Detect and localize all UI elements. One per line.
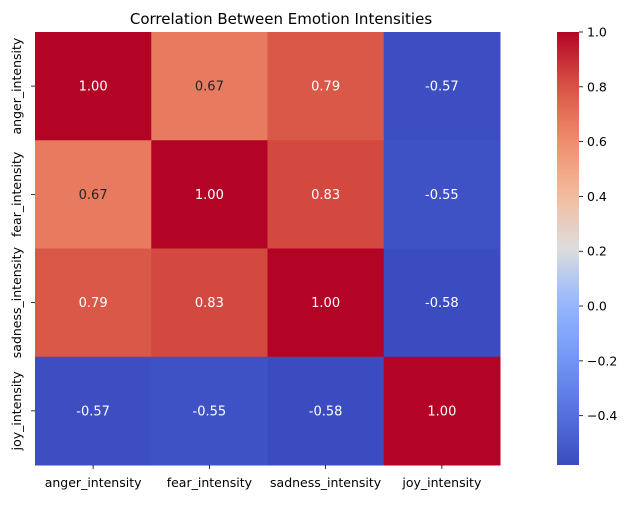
cell-value-label: -0.57: [76, 404, 110, 419]
y-tick-label: sadness_intensity: [9, 246, 24, 358]
colorbar-tick-label: −0.4: [587, 408, 617, 423]
heatmap-cell: [267, 248, 385, 358]
cell-value-label: 0.67: [79, 188, 108, 203]
cell-value-label: -0.58: [425, 296, 459, 311]
y-tick-label: fear_intensity: [9, 151, 24, 237]
heatmap-cell: [383, 356, 501, 466]
colorbar-tick-label: 1.0: [587, 25, 607, 40]
heatmap-cell: [35, 140, 152, 249]
heatmap-cell: [383, 140, 501, 249]
heatmap-cell: [35, 248, 152, 358]
heatmap-cell: [267, 140, 385, 249]
colorbar: 1.0 0.8 0.6 0.4 0.2 0.0 −0.2 −0.4: [557, 25, 617, 465]
cell-value-label: 0.79: [79, 296, 108, 311]
colorbar-tick-label: 0.2: [587, 244, 607, 259]
colorbar-tick-label: 0.6: [587, 134, 607, 149]
chart-title: Correlation Between Emotion Intensities: [130, 10, 432, 28]
heatmap-cell: [151, 248, 268, 358]
heatmap-cells: 1.00 0.67 0.79 -0.57 0.67 1.00 0.83 -0.55 0.79 0.…: [35, 32, 501, 466]
heatmap-cell: [151, 32, 268, 141]
x-tick-label: sadness_intensity: [270, 475, 382, 490]
y-axis: anger_intensity fear_intensity sadness_int…: [9, 37, 35, 451]
y-tick-label: anger_intensity: [9, 37, 24, 134]
cell-value-label: 0.83: [311, 188, 340, 203]
cell-value-label: -0.55: [193, 404, 227, 419]
heatmap-cell: [35, 356, 152, 466]
x-tick-label: joy_intensity: [401, 475, 482, 490]
heatmap-cell: [383, 32, 501, 141]
heatmap-cell: [267, 356, 385, 466]
heatmap-cell: [35, 32, 152, 141]
cell-value-label: -0.55: [425, 188, 459, 203]
cell-value-label: 0.83: [195, 296, 224, 311]
x-tick-label: anger_intensity: [45, 475, 142, 490]
colorbar-tick-label: 0.0: [587, 299, 607, 314]
heatmap-cell: [383, 248, 501, 358]
cell-value-label: -0.57: [425, 80, 459, 95]
colorbar-tick-label: 0.4: [587, 189, 607, 204]
y-tick-label: joy_intensity: [9, 371, 24, 452]
cell-value-label: 1.00: [79, 80, 108, 95]
colorbar-tick-label: −0.2: [587, 353, 617, 368]
heatmap-cell: [267, 32, 385, 141]
colorbar-gradient: [557, 32, 579, 465]
cell-value-label: 1.00: [427, 404, 456, 419]
heatmap-cell: [151, 356, 268, 466]
heatmap-cell: [151, 140, 268, 249]
cell-value-label: 0.67: [195, 80, 224, 95]
cell-value-label: 0.79: [311, 80, 340, 95]
colorbar-tick-label: 0.8: [587, 79, 607, 94]
x-tick-label: fear_intensity: [167, 475, 253, 490]
cell-value-label: -0.58: [309, 404, 343, 419]
x-axis: anger_intensity fear_intensity sadness_int…: [45, 465, 482, 490]
cell-value-label: 1.00: [195, 188, 224, 203]
cell-value-label: 1.00: [311, 296, 340, 311]
